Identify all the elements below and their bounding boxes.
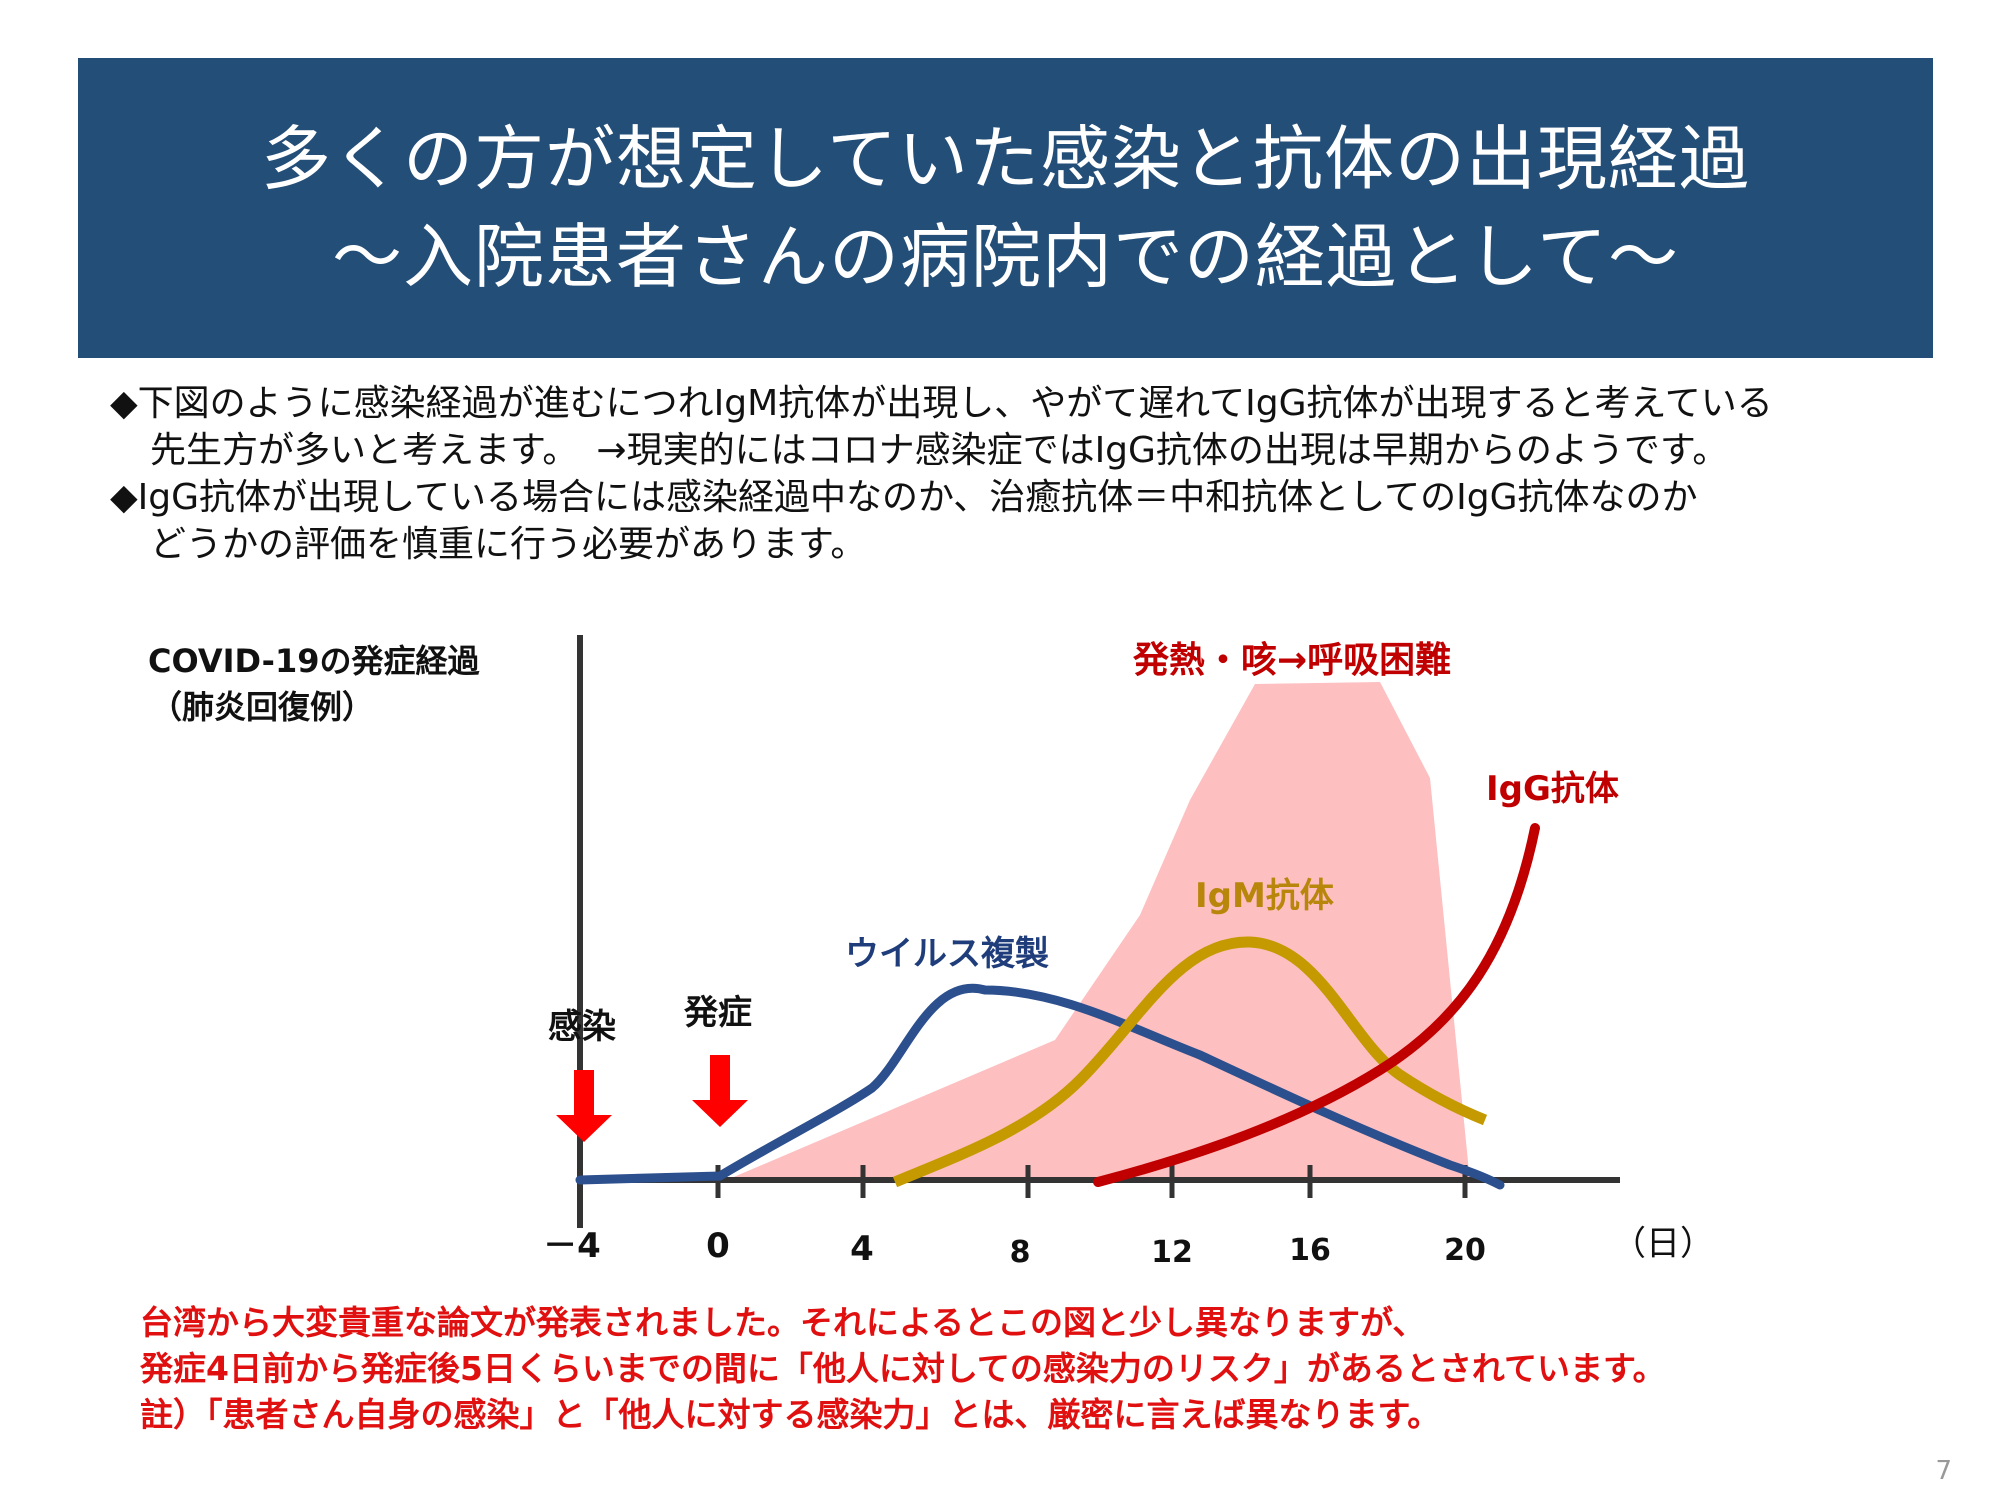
bullet-line-1: ◆下図のように感染経過が進むにつれIgM抗体が出現し、やがて遅れてIgG抗体が出… bbox=[110, 383, 1773, 424]
igm-antibody-curve bbox=[892, 936, 1488, 1188]
footer-note: 台湾から大変貴重な論文が発表されました。それによるとこの図と少し異なりますが、 … bbox=[140, 1300, 1970, 1438]
igg-label: IgG抗体 bbox=[1486, 769, 1619, 809]
virus-replication-curve bbox=[575, 983, 1505, 1190]
bullet-line-4: どうかの評価を慎重に行う必要があります。 bbox=[150, 524, 867, 565]
igg-antibody-curve bbox=[1093, 823, 1540, 1187]
footer-line-1: 台湾から大変貴重な論文が発表されました。それによるとこの図と少し異なりますが、 bbox=[140, 1303, 1426, 1342]
title-banner: 多くの方が想定していた感染と抗体の出現経過 ～入院患者さんの病院内での経過として… bbox=[78, 58, 1933, 358]
bullet-text: ◆下図のように感染経過が進むにつれIgM抗体が出現し、やがて遅れてIgG抗体が出… bbox=[110, 380, 1970, 568]
diagram-subtitle: （肺炎回復例） bbox=[150, 688, 374, 726]
footer-line-3: 註）「患者さん自身の感染」と「他人に対する感染力」とは、厳密に言えば異なります。 bbox=[140, 1395, 1441, 1434]
footer-line-2: 発症4日前から発症後5日くらいまでの間に「他人に対しての感染力のリスク」があると… bbox=[140, 1349, 1666, 1388]
x-tick-label: 20 bbox=[1444, 1233, 1486, 1268]
covid-course-diagram: COVID-19の発症経過 （肺炎回復例） 発熱・咳→呼吸困難 IgG抗体 Ig… bbox=[148, 635, 1714, 1270]
bullet-line-3: ◆IgG抗体が出現している場合には感染経過中なのか、治癒抗体＝中和抗体としてのI… bbox=[110, 477, 1698, 518]
x-tick-label: 12 bbox=[1151, 1235, 1193, 1270]
onset-arrow bbox=[692, 1055, 748, 1127]
virus-label: ウイルス複製 bbox=[845, 934, 1049, 974]
x-axis-unit: （日） bbox=[1612, 1224, 1714, 1264]
x-tick-label: 0 bbox=[706, 1226, 730, 1266]
infection-label: 感染 bbox=[548, 1007, 616, 1047]
igm-label: IgM抗体 bbox=[1195, 876, 1334, 916]
diagram-title: COVID-19の発症経過 bbox=[148, 642, 480, 680]
symptoms-label: 発熱・咳→呼吸困難 bbox=[1133, 640, 1451, 681]
infection-arrow bbox=[556, 1070, 612, 1142]
onset-label: 発症 bbox=[684, 993, 752, 1033]
x-tick-label: 16 bbox=[1289, 1233, 1331, 1268]
x-tick-label: －4 bbox=[543, 1226, 601, 1266]
title-line-1: 多くの方が想定していた感染と抗体の出現経過 bbox=[261, 118, 1750, 200]
symptoms-area bbox=[722, 682, 1470, 1182]
bullet-line-2: 先生方が多いと考えます。 →現実的にはコロナ感染症ではIgG抗体の出現は早期から… bbox=[150, 430, 1729, 471]
page-number: 7 bbox=[1935, 1456, 1952, 1486]
x-tick-label: 8 bbox=[1010, 1235, 1031, 1270]
title-line-2: ～入院患者さんの病院内での経過として～ bbox=[332, 216, 1679, 298]
x-tick-label: 4 bbox=[850, 1229, 874, 1269]
